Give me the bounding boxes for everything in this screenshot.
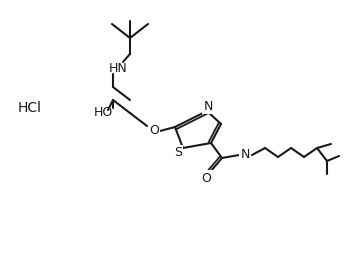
Text: O: O [149,124,159,136]
Text: HCl: HCl [18,101,42,115]
Text: O: O [201,172,211,184]
Text: N: N [203,99,213,113]
Text: N: N [240,148,250,162]
Text: HO: HO [93,106,113,118]
Text: HN: HN [108,61,127,75]
Text: O: O [202,172,212,184]
Text: S: S [174,147,182,159]
